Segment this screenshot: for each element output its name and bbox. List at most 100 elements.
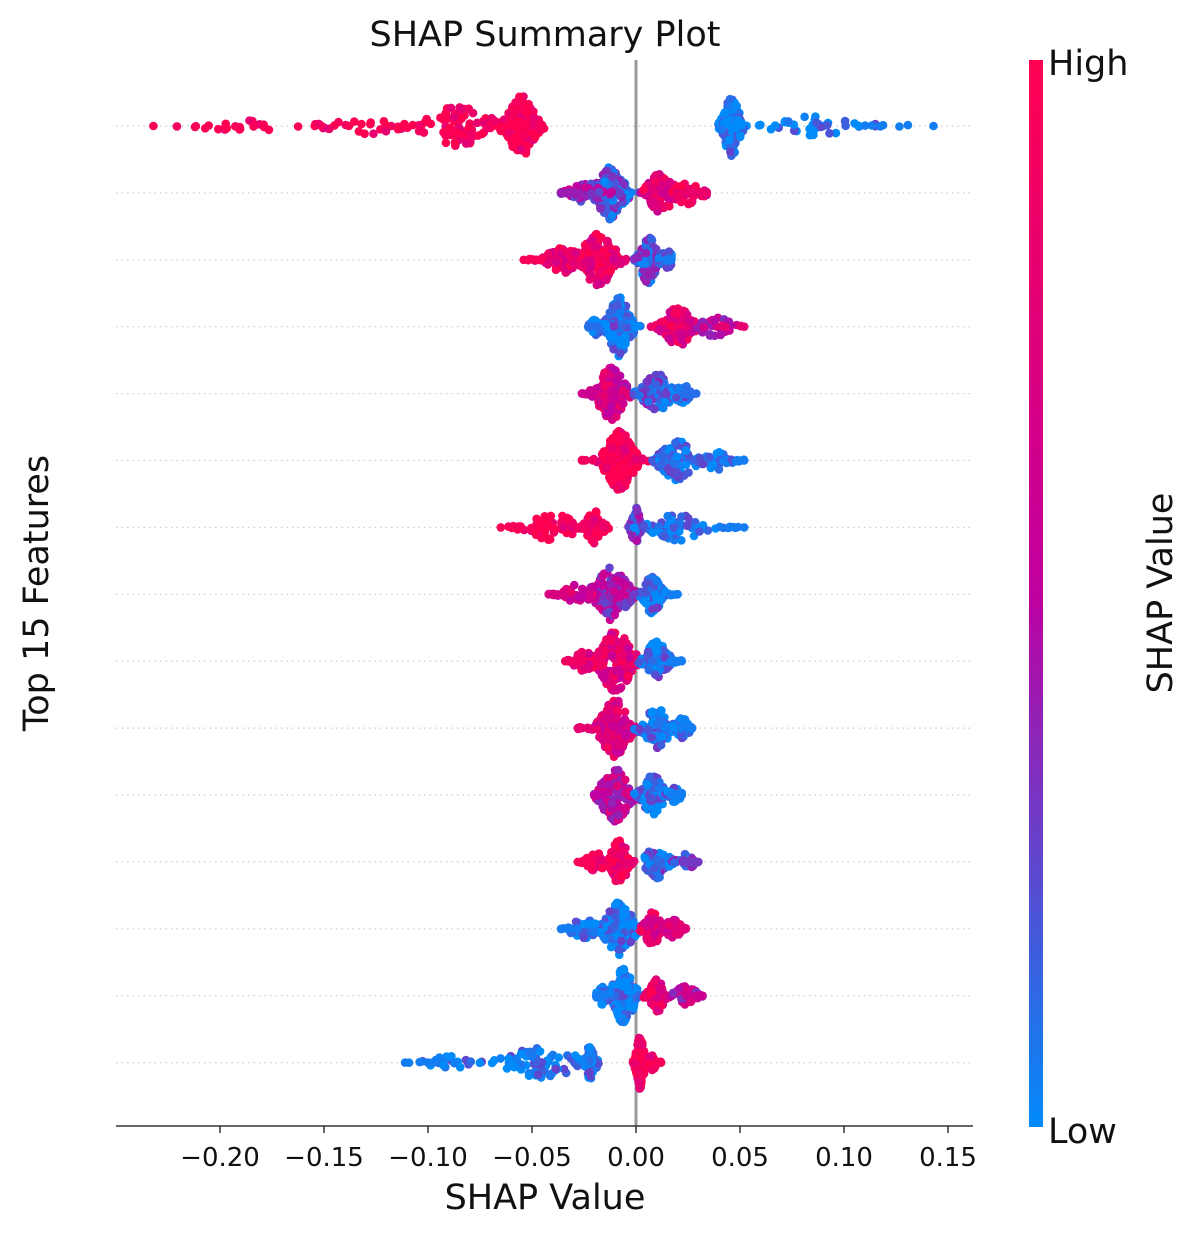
shap-point-r1-452 (725, 94, 735, 104)
shap-point-r2-295 (677, 181, 687, 191)
shap-point-r5-122 (607, 401, 616, 411)
x-axis-label: SHAP Value (445, 1178, 646, 1218)
shap-point-r9-132 (606, 634, 616, 643)
shap-point-r1-260 (445, 123, 454, 132)
shap-point-r5-118 (604, 408, 614, 418)
shap-point-r2-319 (685, 188, 694, 198)
shap-point-r8-120 (600, 598, 610, 608)
shap-point-r5-264 (587, 390, 597, 399)
x-tick-label-1: −0.15 (284, 1143, 364, 1173)
shap-point-r13-232 (650, 916, 660, 925)
shap-point-r2-258 (659, 203, 669, 213)
shap-point-r13-125 (618, 911, 628, 921)
shap-point-r8-102 (598, 581, 607, 591)
shap-point-r11-125 (614, 810, 623, 820)
shap-point-r4-238 (646, 322, 656, 332)
shap-point-r4-280 (686, 316, 696, 326)
shap-point-r12-106 (627, 858, 637, 867)
shap-point-r1-296 (403, 123, 412, 132)
shap-point-r6-317 (718, 456, 728, 466)
shap-point-r12-143 (598, 863, 607, 873)
shap-point-r1-178 (504, 128, 513, 138)
shap-point-r7-68 (587, 536, 597, 545)
shap-point-r1-472 (831, 128, 841, 138)
shap-point-r1-481 (756, 120, 765, 130)
shap-point-r12-90 (618, 871, 627, 881)
shap-point-r7-265 (660, 532, 669, 541)
shap-point-r5-106 (598, 373, 608, 382)
shap-point-r1-148 (523, 100, 533, 109)
shap-point-r6-319 (736, 456, 745, 465)
shap-point-r6-305 (695, 453, 704, 463)
shap-point-r4-336 (593, 323, 602, 332)
shap-point-r8-117 (598, 571, 608, 581)
shap-point-r8-249 (629, 590, 639, 599)
shap-point-r1-497 (260, 122, 269, 132)
shap-point-r14-282 (594, 991, 604, 1001)
shap-point-r13-282 (565, 923, 574, 933)
shap-point-r4-151 (615, 308, 625, 318)
shap-point-r1-239 (454, 128, 463, 138)
colorbar (1029, 60, 1043, 1127)
shap-point-r11-94 (620, 775, 630, 785)
shap-point-r2-125 (600, 177, 609, 186)
shap-point-r1-285 (379, 117, 389, 126)
shap-point-r3-163 (551, 257, 561, 267)
shap-point-r1-448 (726, 147, 735, 157)
shap-point-r10-233 (647, 708, 656, 718)
shap-point-r1-257 (490, 116, 500, 126)
shap-point-r7-266 (683, 521, 692, 531)
shap-point-r5-116 (612, 412, 621, 422)
shap-point-r5-125 (610, 365, 619, 375)
shap-point-r5-203 (658, 403, 668, 413)
shap-point-r10-138 (614, 726, 624, 735)
shap-point-r2-257 (665, 177, 675, 187)
shap-point-r5-265 (680, 388, 690, 398)
shap-point-r7-71 (598, 518, 607, 528)
shap-point-r3-123 (591, 241, 601, 251)
shap-point-r1-504 (903, 120, 913, 130)
shap-point-r12-103 (617, 846, 627, 855)
shap-point-r1-476 (805, 130, 815, 140)
shap-point-r14-231 (650, 977, 659, 987)
shap-point-r10-281 (677, 723, 687, 732)
shap-point-r3-287 (647, 234, 656, 244)
shap-point-r1-245 (436, 113, 445, 122)
shap-point-r7-276 (527, 523, 536, 533)
shap-point-r15-143 (528, 1052, 537, 1062)
y-axis-label: Top 15 Features (17, 455, 57, 732)
shap-point-r2-305 (674, 193, 684, 202)
shap-point-r1-284 (381, 126, 391, 136)
shap-point-r15-327 (429, 1058, 439, 1067)
shap-point-r1-508 (895, 122, 904, 131)
shap-point-r7-123 (545, 535, 555, 544)
shap-point-r1-244 (494, 123, 504, 133)
shap-point-r10-133 (602, 712, 611, 722)
shap-point-r1-168 (529, 113, 539, 123)
shap-point-r10-280 (584, 724, 593, 734)
shap-point-r13-89 (612, 898, 622, 908)
shap-point-r13-106 (628, 920, 638, 929)
shap-point-r8-124 (610, 610, 620, 620)
shap-point-r2-299 (685, 198, 694, 207)
shap-point-r4-286 (666, 321, 676, 330)
shap-point-r4-323 (710, 315, 720, 325)
shap-point-r15-134 (502, 1064, 512, 1073)
shap-point-r3-120 (602, 237, 612, 247)
shap-point-r9-283 (674, 656, 683, 666)
shap-point-r14-125 (621, 982, 630, 992)
shap-point-r4-312 (705, 331, 715, 340)
shap-point-r3-323 (654, 253, 664, 263)
shap-point-r3-337 (662, 255, 671, 265)
shap-point-r3-284 (643, 269, 653, 279)
shap-point-r5-110 (599, 391, 609, 401)
shap-point-r11-117 (621, 788, 631, 798)
shap-point-r9-143 (618, 650, 628, 660)
shap-point-r15-137 (546, 1071, 555, 1081)
shap-point-r11-253 (591, 790, 600, 799)
shap-point-r2-115 (608, 172, 617, 181)
shap-point-r7-122 (540, 527, 550, 536)
shap-point-r15-133 (570, 1051, 580, 1060)
shap-point-r1-220 (441, 138, 451, 148)
